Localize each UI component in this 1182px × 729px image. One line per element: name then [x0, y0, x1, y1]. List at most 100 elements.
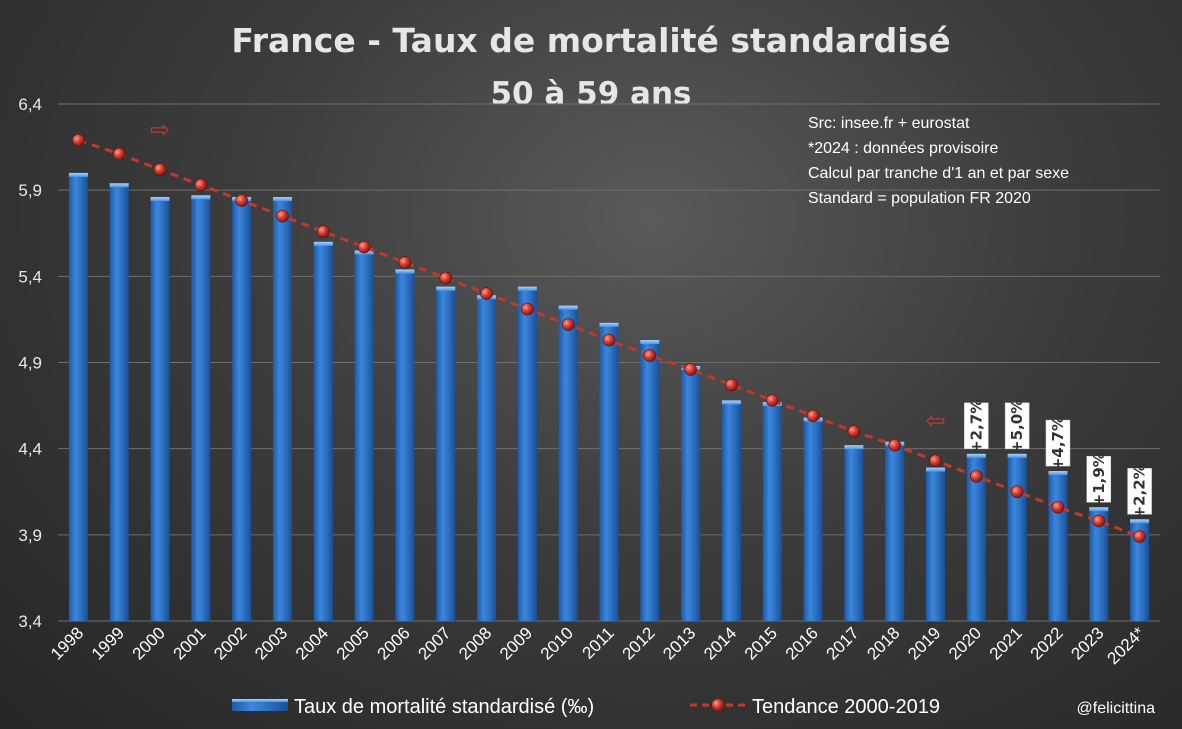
x-tick-label: 2021 [986, 623, 1026, 663]
x-tick-label: 2020 [945, 623, 985, 663]
bar-body [885, 441, 905, 621]
bar-body [313, 241, 333, 621]
bar-body [926, 467, 946, 621]
bar [803, 417, 823, 621]
x-tick-label: 2022 [1027, 623, 1067, 663]
x-tick-label: 2012 [618, 623, 658, 663]
bar [599, 322, 619, 621]
percent-box [1045, 419, 1071, 467]
bar-body [803, 417, 823, 621]
trend-point [1092, 514, 1106, 528]
bar [1048, 471, 1068, 621]
y-tick-label: 5,9 [18, 181, 42, 200]
bar [1089, 507, 1109, 621]
bar [1130, 519, 1150, 621]
legend-label-bars: Taux de mortalité standardisé (‰) [294, 696, 594, 718]
percent-label: +1,9% [1090, 452, 1108, 506]
bar-cap [109, 183, 129, 188]
trend-point [316, 225, 330, 238]
legend-bar-swatch [232, 699, 288, 711]
bar [232, 197, 252, 621]
trend-point [112, 147, 126, 161]
bar-body [436, 286, 456, 621]
source-line: Standard = population FR 2020 [808, 190, 1031, 207]
percent-annotation: +2,2% [1127, 464, 1152, 518]
bar [68, 172, 88, 621]
source-line: Src: insee.fr + eurostat [808, 115, 970, 132]
bar [354, 250, 374, 621]
trend-point [194, 178, 208, 192]
x-tick-label: 2016 [782, 623, 822, 663]
trend-point [806, 409, 820, 423]
trend-point [72, 133, 85, 147]
y-tick-label: 4,4 [18, 440, 42, 459]
x-tick-label: 2015 [741, 623, 781, 663]
bar [150, 197, 170, 621]
x-tick-label: 2018 [863, 623, 903, 663]
trend-point [684, 363, 697, 376]
bar [313, 241, 333, 621]
bar [272, 197, 292, 621]
bar-body [844, 445, 864, 621]
trend-point [1051, 500, 1065, 514]
trend-point [1133, 530, 1146, 543]
x-tick-label: 2019 [904, 623, 944, 663]
bar-body [395, 269, 415, 621]
trend-point [1010, 485, 1024, 499]
bar-cap [926, 467, 946, 472]
percent-box [964, 402, 989, 450]
bar-cap [1048, 471, 1068, 476]
bar-body [517, 286, 537, 621]
x-tick-label: 1998 [47, 623, 87, 663]
bar-body [109, 183, 129, 622]
x-tick-label: 2013 [659, 623, 699, 663]
percent-annotation: +1,9% [1086, 452, 1112, 506]
percent-annotation: +4,7% [1045, 416, 1071, 470]
bar-cap [844, 445, 864, 450]
x-tick-label: 2009 [496, 623, 536, 663]
bar-body [599, 322, 619, 621]
bar [477, 295, 497, 621]
bar [926, 467, 946, 621]
bar-cap [272, 197, 292, 202]
bar-cap [640, 340, 660, 345]
bar [966, 453, 986, 621]
x-tick-label: 2010 [537, 623, 577, 663]
y-axis-ticks: 3,4 3,9 4,4 4,9 5,4 5,9 6,4 [18, 95, 42, 631]
bar-body [68, 172, 88, 621]
trend-point [561, 318, 575, 331]
bar-cap [517, 286, 537, 291]
bar [436, 286, 456, 621]
trend-point [643, 349, 657, 362]
trend-arrow-icon: ⇨ [150, 115, 170, 143]
legend: Taux de mortalité standardisé (‰) Tendan… [232, 696, 940, 718]
x-tick-label: 2017 [823, 623, 863, 663]
percent-box [1086, 456, 1112, 503]
bar-cap [1130, 519, 1150, 524]
trend-point [276, 209, 289, 223]
bar [395, 269, 415, 621]
bar-body [681, 365, 701, 621]
x-tick-label: 2006 [374, 623, 414, 663]
x-tick-label: 2000 [129, 623, 169, 663]
bar-body [272, 197, 292, 621]
bar-body [966, 453, 986, 621]
bar [558, 305, 578, 621]
bar-body [1007, 453, 1027, 621]
bar-body [1048, 471, 1068, 621]
bar-body [191, 195, 211, 621]
x-tick-label: 2001 [169, 623, 209, 663]
source-line: *2024 : données provisoire [808, 140, 998, 157]
bars [68, 172, 1150, 622]
chart-title: France - Taux de mortalité standardisé [231, 21, 950, 60]
trend-point [602, 333, 616, 347]
bar-body [558, 305, 578, 621]
bar-body [721, 400, 741, 621]
bar-cap [558, 305, 578, 310]
y-tick-label: 3,4 [18, 612, 42, 631]
bar-cap [395, 269, 415, 274]
trend-point [439, 271, 453, 285]
bar-cap [150, 197, 170, 202]
trend-arrow-icon: ⇦ [925, 407, 945, 435]
